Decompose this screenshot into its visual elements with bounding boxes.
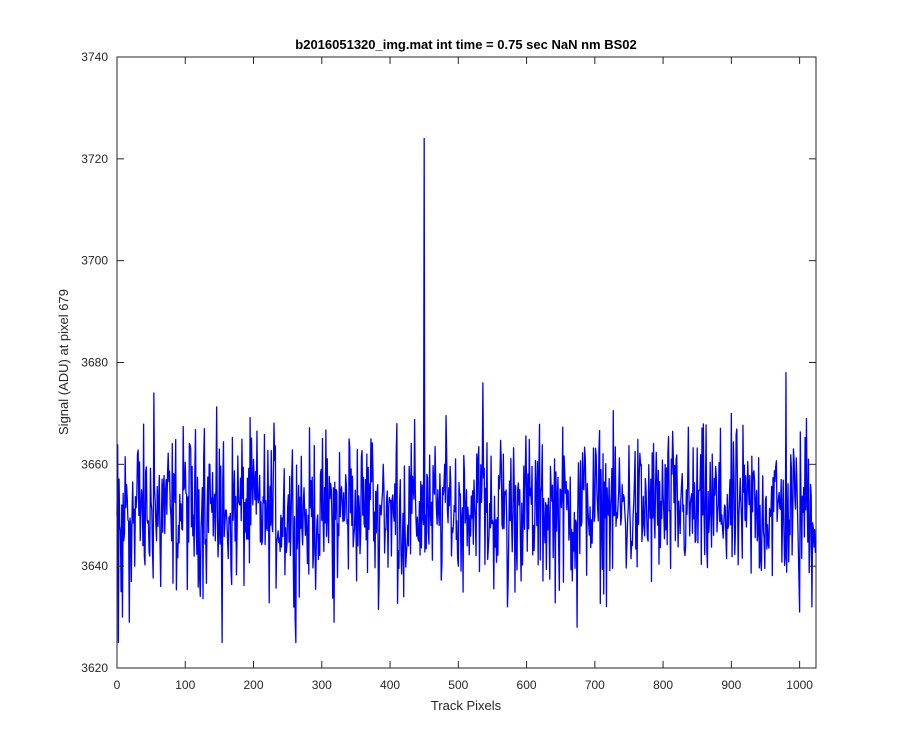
- y-tick-label: 3620: [81, 661, 108, 675]
- x-tick-label: 600: [517, 678, 537, 692]
- y-tick-label: 3720: [81, 152, 108, 166]
- x-tick-label: 0: [114, 678, 121, 692]
- x-tick-label: 500: [448, 678, 468, 692]
- y-tick-label: 3680: [81, 356, 108, 370]
- x-tick-label: 100: [175, 678, 195, 692]
- chart-title: b2016051320_img.mat int time = 0.75 sec …: [295, 37, 636, 52]
- x-tick-label: 400: [380, 678, 400, 692]
- y-tick-label: 3740: [81, 50, 108, 64]
- x-tick-label: 700: [585, 678, 605, 692]
- x-tick-label: 900: [721, 678, 741, 692]
- series-layer: [116, 137, 817, 644]
- x-tick-label: 300: [312, 678, 332, 692]
- x-tick-label: 200: [244, 678, 264, 692]
- ticks-layer: 0 100 200 300 400 500 600 700 800 900 1000 3620 3640…: [81, 50, 816, 692]
- plot-background: [117, 57, 816, 668]
- y-tick-label: 3640: [81, 559, 108, 573]
- y-axis-title: Signal (ADU) at pixel 679: [56, 289, 71, 435]
- x-tick-label: 800: [653, 678, 673, 692]
- x-tick-label: 1000: [786, 678, 813, 692]
- y-tick-label: 3700: [81, 254, 108, 268]
- x-axis-title: Track Pixels: [431, 698, 502, 713]
- y-tick-label: 3660: [81, 457, 108, 471]
- signal-line: [116, 137, 817, 644]
